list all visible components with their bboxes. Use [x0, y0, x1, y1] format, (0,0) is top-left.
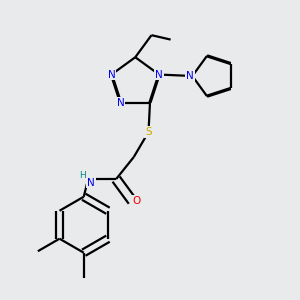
Text: S: S — [145, 127, 152, 137]
Text: N: N — [186, 71, 194, 81]
Text: N: N — [108, 70, 115, 80]
Text: N: N — [117, 98, 124, 107]
Text: N: N — [87, 178, 95, 188]
Text: H: H — [80, 171, 86, 180]
Text: N: N — [155, 70, 163, 80]
Text: O: O — [133, 196, 141, 206]
